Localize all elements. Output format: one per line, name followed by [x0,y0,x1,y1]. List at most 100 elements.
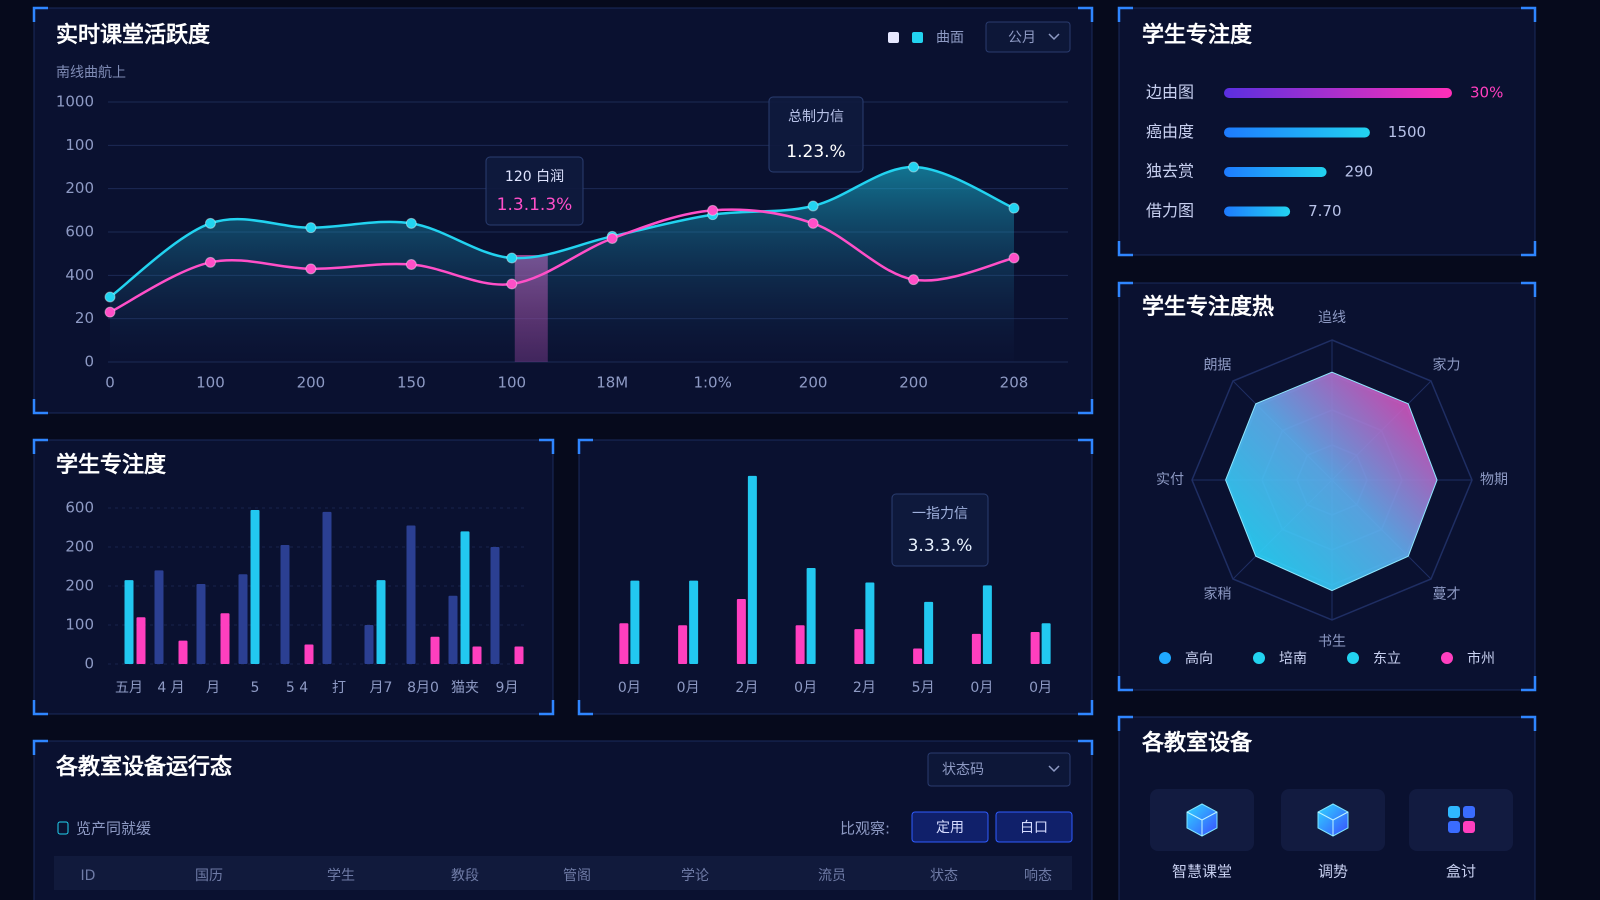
point [1008,252,1020,264]
dropdown-chevron [1048,765,1060,773]
column-header: 教段 [451,868,479,884]
x-tick-label: 200 [799,374,828,392]
legend-label: 东立 [1373,651,1401,667]
bar [124,580,134,664]
point [104,306,116,318]
point [807,200,819,212]
bar [448,595,458,664]
x-tick-label: 0 [105,374,115,392]
bar [1224,88,1452,98]
tooltip [485,156,584,226]
bar [1224,206,1291,217]
bar [304,644,314,664]
chart-title: 学生专注度热 [1142,294,1274,320]
bar [472,646,482,664]
point [104,291,116,303]
x-tick-label: 0月 [618,680,641,696]
bar [1224,127,1370,138]
checkbox-label: 览产同就缓 [76,820,151,838]
point [405,259,417,270]
icon-block [1463,806,1475,818]
x-tick-label: 2月 [853,680,876,696]
x-tick-label: 5月 [912,680,935,696]
bar [924,601,934,664]
legend-swatch [912,32,923,43]
bar [1041,623,1051,664]
point [908,274,920,286]
column-header: 流员 [818,868,846,884]
point [405,217,417,229]
y-tick-label: 100 [65,616,94,634]
point [606,233,618,244]
chart-title: 学生专注度 [56,452,167,478]
column-header: ID [81,868,96,884]
panel-corner [32,739,1094,755]
button[interactable] [911,811,989,843]
dropdown[interactable] [985,21,1071,53]
tooltip-title: 120 白润 [505,169,564,185]
legend-dot [1347,652,1359,664]
x-tick-label: 200 [899,374,928,392]
panel-corner [1117,6,1537,257]
x-tick-label: 0月 [1029,680,1052,696]
button[interactable] [995,811,1073,843]
bar-readout: 30% [1470,84,1503,102]
tooltip-value: 1.3.1.3% [497,195,573,215]
point [707,204,719,216]
tooltip [768,96,864,173]
x-tick-label: 4 月 [157,680,184,696]
bar [136,617,146,664]
panel-corner [577,438,1094,716]
legend-dot [1159,652,1171,664]
radar-axis-label: 家稍 [1203,586,1231,603]
line [109,165,1015,299]
bar-label: 边由图 [1146,83,1194,102]
column-header: 学论 [681,868,709,884]
filter-label: 比观察: [840,820,890,838]
column-header: 状态 [930,868,958,884]
point [305,222,317,234]
x-tick-label: 208 [1000,374,1029,392]
bar [406,525,416,664]
tooltip-value: 3.3.3.% [908,536,973,556]
legend-dot [1253,652,1265,664]
bar [220,613,230,664]
bar-readout: 290 [1345,163,1374,181]
point [204,256,216,268]
x-tick-label: 5 [251,680,260,696]
chart-subtitle: 南线曲航上 [56,65,126,81]
bar [250,509,260,664]
bar-label: 借力图 [1146,201,1194,220]
bar [795,625,805,664]
checkbox[interactable] [57,821,69,835]
x-tick-label: 1:0% [693,374,731,392]
bar [1224,167,1327,177]
bar [376,580,386,664]
x-tick-label: 五月 [115,680,143,696]
bar [806,567,816,664]
bar [178,640,188,664]
radar-axis-label: 书生 [1318,634,1346,650]
legend-label: 曲面 [936,30,964,46]
dropdown-chevron [1048,33,1060,41]
y-tick-label: 1000 [56,93,94,111]
y-tick-label: 200 [65,179,94,197]
x-tick-label: 200 [297,374,326,392]
icon-tile[interactable] [1409,789,1513,851]
icon-block [1448,821,1460,833]
icon-block [1463,821,1475,833]
y-tick-label: 600 [65,223,94,241]
x-tick-label: 0月 [794,680,817,696]
tooltip-title: 一指力信 [912,506,968,522]
dropdown[interactable] [927,752,1071,787]
y-tick-label: 200 [65,577,94,595]
point [506,278,518,290]
icon-block [1448,806,1460,818]
tooltip-value: 1.23.% [786,142,845,162]
panel-corner [32,438,555,716]
bar [619,623,629,664]
x-tick-label: 月 [206,680,220,696]
radar-axis-label: 物期 [1480,472,1508,488]
bar [238,574,248,664]
